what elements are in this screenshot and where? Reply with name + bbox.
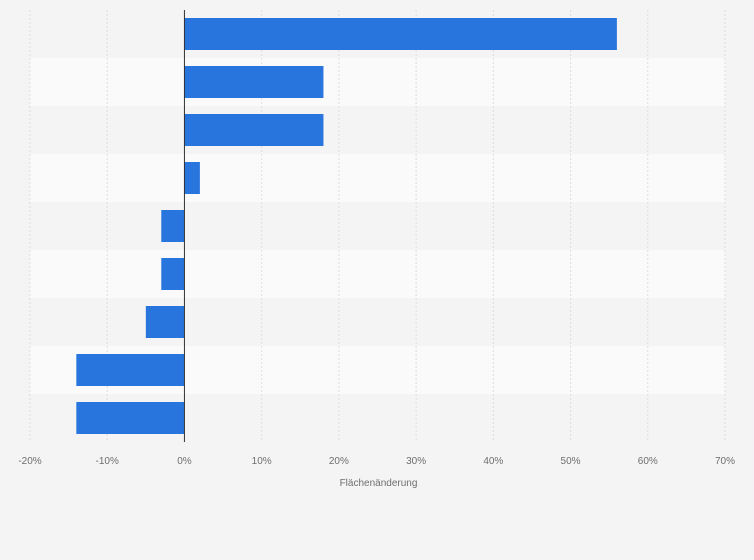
row-band [30, 250, 725, 298]
row-band [30, 58, 725, 106]
x-tick-label: 10% [252, 456, 272, 467]
x-tick-label: 70% [715, 456, 735, 467]
x-tick-label: 30% [406, 456, 426, 467]
bar[interactable] [184, 66, 324, 98]
x-tick-label: 20% [329, 456, 349, 467]
row-band [30, 154, 725, 202]
row-band [30, 106, 725, 154]
bar[interactable] [184, 114, 324, 146]
bar[interactable] [161, 258, 185, 290]
bar[interactable] [76, 354, 185, 386]
bar[interactable] [184, 18, 617, 50]
row-band [30, 202, 725, 250]
x-tick-label: 40% [483, 456, 503, 467]
bar[interactable] [161, 210, 185, 242]
bar[interactable] [184, 162, 200, 194]
x-axis-title: Flächenänderung [340, 478, 418, 489]
bars [76, 18, 617, 434]
x-tick-label: 50% [561, 456, 581, 467]
x-tick-label: -20% [18, 456, 41, 467]
x-tick-label: 0% [177, 456, 192, 467]
bar[interactable] [76, 402, 185, 434]
x-tick-label: -10% [96, 456, 119, 467]
x-tick-label: 60% [638, 456, 658, 467]
bar[interactable] [145, 306, 185, 338]
x-tick-labels: -20% -10% 0% 10% 20% 30% 40% 50% 60% 70% [18, 456, 735, 467]
row-band [30, 298, 725, 346]
